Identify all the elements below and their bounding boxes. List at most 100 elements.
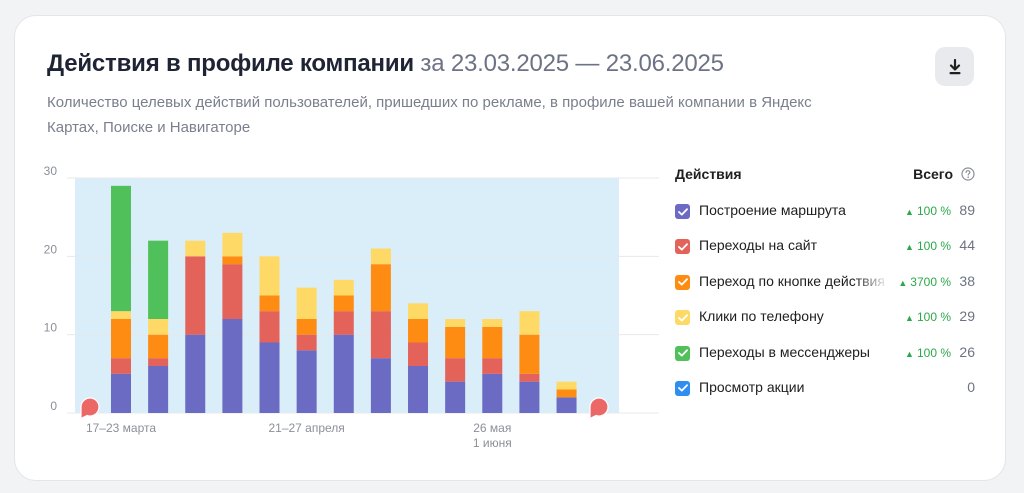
bar-segment [222,264,243,319]
bar-segment [296,350,317,413]
bar-stack [148,240,169,413]
bar-segment [370,248,391,265]
bar-segment [482,358,503,374]
bar-segment [148,240,169,319]
legend-item-total: 26 [959,343,975,360]
legend-item[interactable]: Построение маршрута ▲ 100 % 89 [675,186,975,221]
download-button[interactable] [935,47,974,86]
x-tick-label: 17–23 марта [86,421,156,435]
bar-segment [445,319,466,327]
bar-stack [296,287,317,413]
bar-segment [445,358,466,382]
bar-segment [111,358,131,374]
triangle-up-icon: ▲ [898,277,908,288]
bar-segment [259,256,280,296]
bar-segment [296,334,317,351]
check-icon [677,243,688,251]
bar-segment [148,366,169,413]
title-period: за 23.03.2025 — 23.06.2025 [420,50,724,77]
check-icon [677,278,688,286]
download-icon [949,58,960,74]
legend-item[interactable]: Переходы в мессенджеры ▲ 100 % 26 [675,328,975,363]
bar-stack [185,240,206,413]
legend-item-change: ▲ 3700 % [898,275,951,289]
bar-stack [519,311,540,413]
bar-segment [148,319,169,335]
bar-segment [185,256,206,335]
bar-segment [111,185,131,312]
legend-item-change-value: 100 % [916,345,951,360]
bar-segment [259,295,280,312]
question-circle-icon[interactable] [961,167,975,181]
bar-segment [296,319,317,335]
bar-segment [148,358,169,366]
bar-segment [333,311,354,335]
legend-header: Действия Всего [675,166,975,186]
bar-segment [408,366,429,413]
bar-segment [556,397,577,413]
legend-item-change-value: 3700 % [910,274,951,289]
legend-item-change: ▲ 100 % [905,239,951,253]
card-title: Действия в профиле компании за 23.03.202… [47,50,724,78]
legend-checkbox[interactable] [675,345,690,361]
bar-segment [333,295,354,312]
bar-segment [370,311,391,359]
triangle-up-icon: ▲ [905,348,914,359]
legend-checkbox[interactable] [675,380,690,396]
legend-item[interactable]: Переход по кнопке действия ▲ 3700 % 38 [675,257,975,292]
bar-segment [445,326,466,359]
legend-checkbox[interactable] [675,310,690,326]
bar-segment [111,319,131,359]
bar-stack [482,319,503,413]
bar-segment [408,319,429,343]
legend-checkbox[interactable] [675,204,690,219]
bar-stack [222,232,243,413]
legend-item-label: Просмотр акции [699,378,805,395]
legend-item[interactable]: Переходы на сайт ▲ 100 % 44 [675,221,975,256]
bar-segment [519,311,540,335]
title-text: Действия в профиле компании [47,50,414,77]
triangle-up-icon: ▲ [905,242,914,253]
bar-stack [333,279,354,413]
chart-legend: Действия Всего Построение маршрута ▲ 100 %… [675,166,975,398]
bar-segment [370,264,391,312]
y-tick-label: 10 [44,321,58,335]
legend-item-label: Построение маршрута [699,202,846,218]
bar-segment [519,373,540,382]
legend-item-total: 89 [959,202,975,218]
bar-segment [185,334,206,413]
legend-checkbox[interactable] [675,274,690,290]
bar-segment [259,342,280,413]
bar-segment [370,358,391,413]
legend-checkbox[interactable] [675,239,690,255]
card-subtitle: Количество целевых действий пользователе… [47,94,812,136]
legend-item-label: Переход по кнопке действия [699,272,885,289]
check-icon [677,207,688,215]
comment-marker-icon[interactable] [589,397,609,420]
bar-segment [333,334,354,413]
legend-item-total: 38 [959,272,975,289]
legend-item-change-value: 100 % [916,204,951,218]
check-icon [677,349,688,357]
bar-segment [259,311,280,343]
bar-segment [482,326,503,359]
bar-segment [222,319,243,413]
legend-item-total: 0 [967,378,975,395]
y-tick-label: 0 [50,399,57,413]
x-tick-label: 26 мая [473,421,511,435]
legend-item[interactable]: Клики по телефону ▲ 100 % 29 [675,292,975,327]
bar-segment [519,334,540,374]
legend-item-change: ▲ 100 % [905,204,951,218]
bar-segment [111,373,131,413]
legend-item-change-value: 100 % [916,310,951,325]
bar-segment [556,381,577,390]
legend-item-total: 44 [959,237,975,254]
bar-segment [408,342,429,366]
comment-marker-icon[interactable] [80,397,100,420]
bar-stack [408,303,429,413]
legend-item[interactable]: Просмотр акции 0 [675,363,975,398]
company-profile-actions-card: Действия в профиле компании за 23.03.202… [14,15,1006,481]
bar-stack [111,185,131,413]
legend-item-total: 29 [959,308,975,325]
